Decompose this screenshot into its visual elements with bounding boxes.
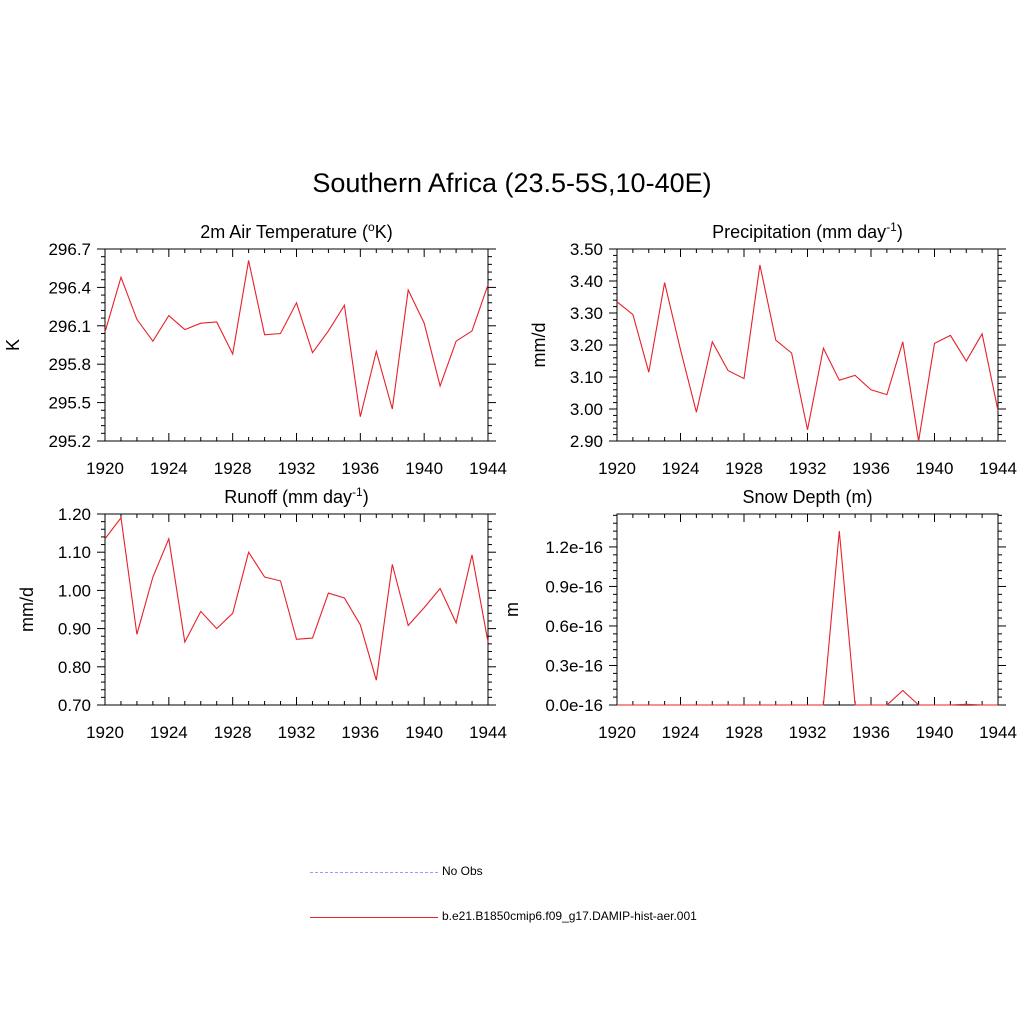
y-tick-label: 295.8 bbox=[48, 355, 91, 374]
plot-frame bbox=[616, 513, 999, 706]
x-tick-label: 1920 bbox=[598, 459, 636, 478]
x-tick-label: 1924 bbox=[662, 723, 700, 742]
y-tick-label: 3.10 bbox=[570, 368, 603, 387]
y-tick-label: 1.10 bbox=[58, 543, 91, 562]
y-tick-label: 2.90 bbox=[570, 432, 603, 451]
legend-item-obs: No Obs bbox=[310, 863, 810, 883]
x-tick-label: 1924 bbox=[150, 459, 188, 478]
x-tick-label: 1928 bbox=[725, 723, 763, 742]
y-axis-label: m bbox=[502, 602, 522, 617]
series-line-precipitation bbox=[616, 264, 999, 442]
y-axis-label: mm/d bbox=[17, 587, 37, 632]
x-tick-label: 1940 bbox=[916, 723, 954, 742]
panel-title: Snow Depth (m) bbox=[742, 487, 872, 507]
plot-frame bbox=[104, 513, 489, 706]
y-tick-label: 296.7 bbox=[48, 240, 91, 259]
series-line-runoff bbox=[104, 516, 489, 681]
legend-label-obs: No Obs bbox=[442, 864, 483, 878]
x-tick-label: 1932 bbox=[789, 459, 827, 478]
y-tick-label: 1.20 bbox=[58, 505, 91, 524]
legend-item-model: b.e21.B1850cmip6.f09_g17.DAMIP-hist-aer.… bbox=[310, 908, 810, 928]
y-tick-label: 3.30 bbox=[570, 304, 603, 323]
y-tick-label: 0.0e-16 bbox=[545, 696, 603, 715]
page-title: Southern Africa (23.5-5S,10-40E) bbox=[312, 168, 712, 198]
y-tick-label: 296.4 bbox=[48, 278, 91, 297]
y-tick-label: 0.3e-16 bbox=[545, 656, 603, 675]
y-tick-label: 296.1 bbox=[48, 317, 91, 336]
series-line-snow bbox=[617, 531, 998, 706]
x-tick-label: 1924 bbox=[662, 459, 700, 478]
x-tick-label: 1936 bbox=[852, 459, 890, 478]
y-axis-label: K bbox=[3, 339, 23, 351]
x-tick-label: 1944 bbox=[469, 723, 507, 742]
x-tick-label: 1944 bbox=[979, 723, 1017, 742]
x-tick-label: 1936 bbox=[852, 723, 890, 742]
x-tick-label: 1940 bbox=[916, 459, 954, 478]
y-tick-label: 3.00 bbox=[570, 400, 603, 419]
y-tick-label: 0.9e-16 bbox=[545, 577, 603, 596]
x-tick-label: 1928 bbox=[725, 459, 763, 478]
panel-snow: Snow Depth (m) m 1920 1924 1928 1932 1936 1940 1… bbox=[502, 487, 1017, 742]
x-tick-label: 1920 bbox=[86, 459, 124, 478]
y-tick-label: 3.20 bbox=[570, 336, 603, 355]
plot-frame bbox=[616, 248, 999, 442]
x-tick-label: 1928 bbox=[214, 723, 252, 742]
legend-solid-line bbox=[310, 917, 438, 918]
panel-title: Precipitation (mm day-1) bbox=[712, 220, 903, 242]
x-tick-label: 1920 bbox=[598, 723, 636, 742]
x-tick-label: 1940 bbox=[405, 723, 443, 742]
x-tick-label: 1936 bbox=[341, 723, 379, 742]
x-tick-label: 1932 bbox=[789, 723, 827, 742]
series-line-temperature bbox=[104, 260, 489, 417]
x-tick-label: 1940 bbox=[405, 459, 443, 478]
x-tick-label: 1924 bbox=[150, 723, 188, 742]
x-tick-label: 1944 bbox=[979, 459, 1017, 478]
x-tick-label: 1920 bbox=[86, 723, 124, 742]
x-tick-label: 1932 bbox=[278, 723, 316, 742]
y-tick-label: 0.70 bbox=[58, 696, 91, 715]
y-tick-label: 0.80 bbox=[58, 658, 91, 677]
plot-frame bbox=[104, 248, 489, 442]
y-tick-label: 1.2e-16 bbox=[545, 538, 603, 557]
y-tick-label: 3.50 bbox=[570, 240, 603, 259]
panel-title: 2m Air Temperature (oK) bbox=[200, 220, 392, 242]
y-tick-label: 295.5 bbox=[48, 394, 91, 413]
y-axis-label: mm/d bbox=[529, 323, 549, 368]
x-tick-label: 1944 bbox=[469, 459, 507, 478]
x-tick-label: 1932 bbox=[278, 459, 316, 478]
x-tick-label: 1928 bbox=[214, 459, 252, 478]
panel-title: Runoff (mm day-1) bbox=[224, 485, 368, 507]
y-tick-label: 3.40 bbox=[570, 272, 603, 291]
panel-runoff: Runoff (mm day-1) mm/d 1920 1924 1928 1932 193… bbox=[17, 485, 507, 742]
legend-label-model: b.e21.B1850cmip6.f09_g17.DAMIP-hist-aer.… bbox=[442, 909, 697, 923]
x-tick-label: 1936 bbox=[341, 459, 379, 478]
y-tick-label: 0.90 bbox=[58, 620, 91, 639]
legend-dashed-line bbox=[310, 872, 438, 873]
panel-precipitation: Precipitation (mm day-1) mm/d 1920 1924 1928… bbox=[529, 220, 1017, 478]
y-tick-label: 295.2 bbox=[48, 432, 91, 451]
y-tick-label: 0.6e-16 bbox=[545, 617, 603, 636]
panel-temperature: 2m Air Temperature (oK) K 1920 1924 1928 1932… bbox=[3, 220, 507, 478]
y-tick-label: 1.00 bbox=[58, 581, 91, 600]
